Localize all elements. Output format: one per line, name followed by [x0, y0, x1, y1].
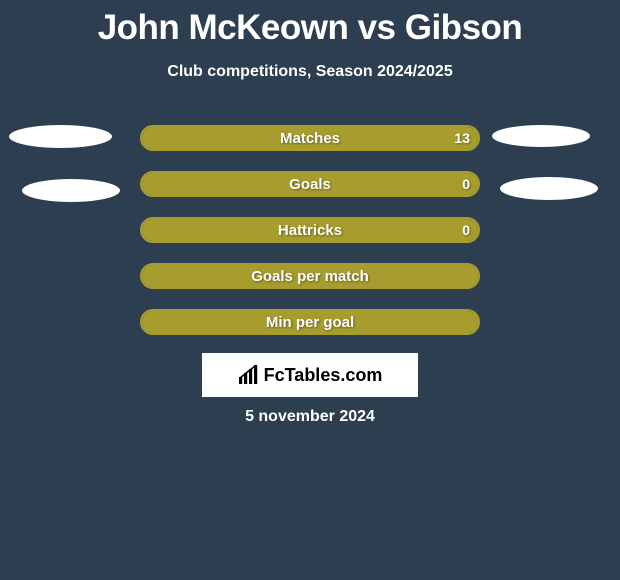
logo-box: FcTables.com — [202, 353, 418, 397]
stat-label: Goals per match — [142, 265, 478, 287]
stat-label: Hattricks — [142, 219, 478, 241]
ellipse-2 — [22, 179, 120, 202]
logo-label: FcTables.com — [264, 365, 383, 386]
stat-label: Min per goal — [142, 311, 478, 333]
stat-row: Hattricks0 — [140, 217, 480, 243]
stat-row: Goals per match — [140, 263, 480, 289]
ellipse-3 — [500, 177, 598, 200]
stat-row: Min per goal — [140, 309, 480, 335]
stat-label: Matches — [142, 127, 478, 149]
stat-label: Goals — [142, 173, 478, 195]
logo-text: FcTables.com — [238, 365, 383, 386]
chart-icon — [238, 365, 260, 385]
stat-value-right: 13 — [454, 127, 470, 149]
ellipse-0 — [9, 125, 112, 148]
stat-value-right: 0 — [462, 219, 470, 241]
date-text: 5 november 2024 — [0, 408, 620, 426]
subtitle: Club competitions, Season 2024/2025 — [0, 63, 620, 81]
stat-value-right: 0 — [462, 173, 470, 195]
stats-container: Matches13Goals0Hattricks0Goals per match… — [140, 125, 480, 355]
stat-row: Matches13 — [140, 125, 480, 151]
ellipse-1 — [492, 125, 590, 147]
page-title: John McKeown vs Gibson — [0, 0, 620, 48]
stat-row: Goals0 — [140, 171, 480, 197]
